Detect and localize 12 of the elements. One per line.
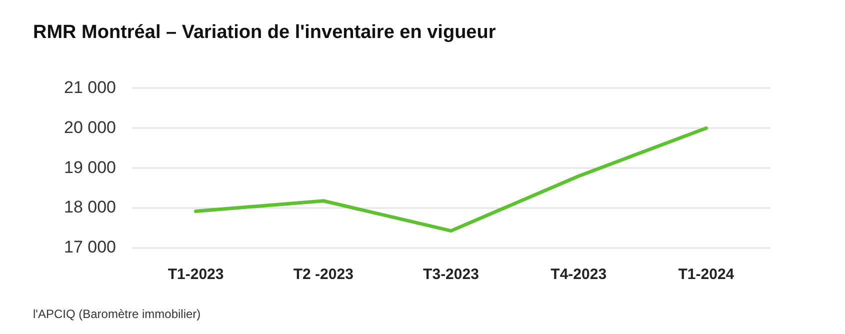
y-tick-label: 19 000 — [64, 158, 116, 177]
x-tick-label: T1-2023 — [168, 266, 224, 284]
y-tick-label: 18 000 — [64, 198, 116, 217]
y-tick-label: 17 000 — [64, 238, 116, 257]
x-tick-label: T1-2024 — [678, 266, 735, 284]
y-tick-label: 21 000 — [64, 78, 116, 97]
text: l'APCIQ (Baromètre immobilier) — [33, 307, 201, 321]
x-tick-label: T2 -2023 — [293, 266, 354, 284]
chart-title: RMR Montréal – Variation de l'inventaire en vigueur — [33, 22, 496, 44]
x-tick-label: T3-2023 — [423, 266, 479, 284]
y-tick-label: 20 000 — [64, 118, 116, 137]
x-tick-label: T4-2023 — [550, 266, 607, 284]
